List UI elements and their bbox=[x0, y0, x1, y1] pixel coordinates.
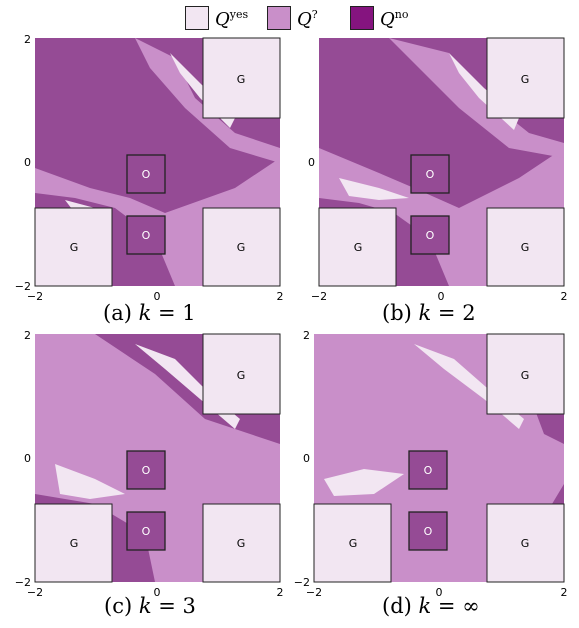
goal-label: G bbox=[237, 537, 246, 550]
goal-region bbox=[202, 333, 281, 415]
obstacle bbox=[126, 215, 166, 255]
obstacle-label: O bbox=[142, 525, 151, 538]
goal-region bbox=[202, 207, 281, 287]
x-tick-label: 0 bbox=[154, 290, 161, 303]
goal-label: G bbox=[349, 537, 358, 550]
obstacle-label: O bbox=[426, 168, 435, 181]
panel-b-caption: (b) k = 2 bbox=[382, 301, 476, 325]
goal-region bbox=[202, 37, 281, 119]
region-no bbox=[549, 484, 564, 509]
goal-label: G bbox=[521, 537, 530, 550]
legend-swatch-maybe bbox=[267, 6, 291, 30]
region-maybe bbox=[389, 38, 564, 158]
panel-a: G G G O O 2 0 −2 −2 0 2 (a) k = 1 bbox=[0, 0, 290, 325]
y-tick-label: 0 bbox=[24, 156, 31, 169]
obstacle bbox=[410, 215, 450, 255]
x-tick-label: −2 bbox=[27, 586, 43, 599]
obstacle-label: O bbox=[424, 525, 433, 538]
legend-swatch-yes bbox=[185, 6, 209, 30]
obstacle bbox=[126, 154, 166, 194]
x-tick-label: 2 bbox=[561, 290, 568, 303]
panel-d: G G G O O 2 0 −2 −2 0 2 (d) k = ∞ bbox=[285, 318, 579, 628]
panel-a-caption: (a) k = 1 bbox=[103, 301, 196, 325]
y-tick-label: 2 bbox=[24, 33, 31, 46]
obstacle-label: O bbox=[142, 464, 151, 477]
obstacle bbox=[126, 511, 166, 551]
goal-label: G bbox=[354, 241, 363, 254]
panel-d-caption: (d) k = ∞ bbox=[382, 594, 480, 618]
panel-c-plot: G G G O O 2 0 −2 −2 0 2 bbox=[15, 329, 284, 599]
region-yes bbox=[339, 178, 409, 200]
panel-d-plot: G G G O O 2 0 −2 −2 0 2 bbox=[294, 329, 568, 599]
goal-region bbox=[486, 333, 565, 415]
x-tick-label: −2 bbox=[306, 586, 322, 599]
obstacle-label: O bbox=[142, 168, 151, 181]
region-yes bbox=[55, 464, 125, 499]
x-tick-label: 2 bbox=[277, 290, 284, 303]
legend-swatch-no bbox=[350, 6, 374, 30]
goal-region bbox=[34, 207, 113, 287]
obstacle bbox=[410, 154, 450, 194]
x-tick-label: 2 bbox=[277, 586, 284, 599]
goal-region bbox=[486, 503, 565, 583]
goal-label: G bbox=[70, 241, 79, 254]
panel-c: G G G O O 2 0 −2 −2 0 2 (c) k = 3 bbox=[0, 318, 290, 628]
panel-b-plot: G G G O O 0 −2 0 2 bbox=[308, 37, 568, 303]
goal-region bbox=[486, 37, 565, 119]
panel-b: G G G O O 0 −2 0 2 (b) k = 2 bbox=[285, 0, 579, 325]
figure-legend: Qyes Q? Qno bbox=[0, 2, 579, 34]
y-tick-label: 0 bbox=[24, 452, 31, 465]
goal-label: G bbox=[70, 537, 79, 550]
goal-region bbox=[313, 503, 392, 583]
panel-a-plot: G G G O O 2 0 −2 −2 0 2 bbox=[15, 33, 284, 303]
x-tick-label: 0 bbox=[438, 290, 445, 303]
region-maybe bbox=[135, 38, 280, 163]
obstacle-label: O bbox=[142, 229, 151, 242]
obstacle bbox=[126, 450, 166, 490]
y-tick-label: 0 bbox=[303, 452, 310, 465]
goal-label: G bbox=[521, 73, 530, 86]
y-tick-label: −2 bbox=[15, 280, 31, 293]
goal-label: G bbox=[237, 241, 246, 254]
goal-region bbox=[318, 207, 397, 287]
goal-label: G bbox=[237, 73, 246, 86]
goal-label: G bbox=[521, 241, 530, 254]
legend-label-no: Qno bbox=[380, 8, 409, 30]
obstacle bbox=[408, 450, 448, 490]
legend-label-yes: Qyes bbox=[215, 8, 249, 30]
goal-label: G bbox=[237, 369, 246, 382]
y-tick-label: 2 bbox=[303, 329, 310, 342]
y-tick-label: 0 bbox=[308, 156, 315, 169]
x-tick-label: 2 bbox=[561, 586, 568, 599]
x-tick-label: 0 bbox=[436, 586, 443, 599]
y-tick-label: −2 bbox=[294, 576, 310, 589]
x-tick-label: −2 bbox=[27, 290, 43, 303]
goal-region bbox=[202, 503, 281, 583]
y-tick-label: 2 bbox=[24, 329, 31, 342]
panel-c-caption: (c) k = 3 bbox=[104, 594, 196, 618]
region-yes bbox=[324, 469, 404, 496]
x-tick-label: −2 bbox=[311, 290, 327, 303]
y-tick-label: −2 bbox=[15, 576, 31, 589]
goal-region bbox=[486, 207, 565, 287]
legend-label-maybe: Q? bbox=[297, 8, 318, 30]
x-tick-label: 0 bbox=[154, 586, 161, 599]
obstacle-label: O bbox=[426, 229, 435, 242]
goal-label: G bbox=[521, 369, 530, 382]
obstacle bbox=[408, 511, 448, 551]
goal-region bbox=[34, 503, 113, 583]
obstacle-label: O bbox=[424, 464, 433, 477]
